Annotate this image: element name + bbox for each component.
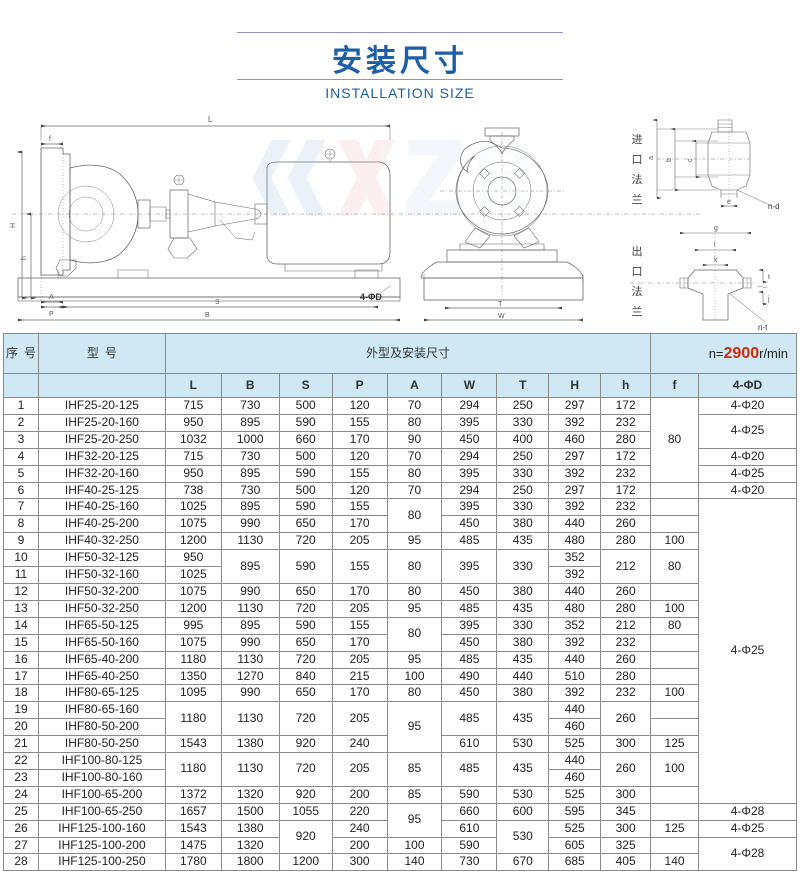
svg-text:法: 法 <box>632 284 643 298</box>
svg-text:c: c <box>687 158 694 162</box>
svg-text:兰: 兰 <box>632 193 643 206</box>
svg-text:L: L <box>208 115 213 124</box>
svg-text:a: a <box>648 156 655 160</box>
svg-text:A: A <box>49 294 54 301</box>
svg-text:口: 口 <box>632 266 643 278</box>
svg-text:b: b <box>666 158 673 162</box>
svg-text:k: k <box>714 257 718 264</box>
svg-text:兰: 兰 <box>632 305 643 318</box>
svg-text:n-d: n-d <box>768 202 780 211</box>
svg-text:g: g <box>714 225 718 232</box>
svg-text:B: B <box>205 312 210 319</box>
svg-text:口: 口 <box>632 154 643 166</box>
svg-text:f: f <box>49 136 51 143</box>
svg-text:S: S <box>215 299 220 306</box>
svg-text:W: W <box>498 313 505 320</box>
svg-text:法: 法 <box>632 172 643 186</box>
svg-text:H: H <box>10 223 17 228</box>
svg-text:e: e <box>727 199 731 206</box>
svg-text:4-ΦD: 4-ΦD <box>360 292 382 302</box>
svg-text:h: h <box>21 256 28 260</box>
svg-text:进: 进 <box>632 133 643 146</box>
svg-text:出: 出 <box>632 244 643 258</box>
svg-text:t: t <box>768 274 770 281</box>
svg-text:P: P <box>49 311 54 318</box>
svg-text:T: T <box>498 301 503 308</box>
svg-text:j: j <box>767 296 770 303</box>
svg-text:n-t: n-t <box>758 323 768 332</box>
